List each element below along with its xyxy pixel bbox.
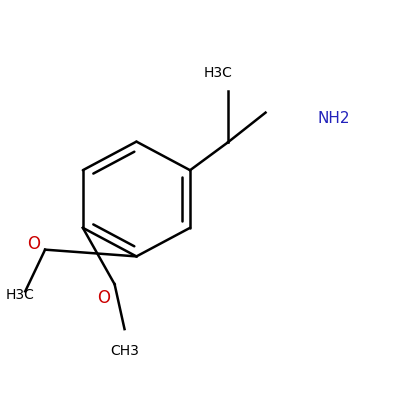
Text: NH2: NH2 (317, 111, 350, 126)
Text: CH3: CH3 (110, 344, 139, 358)
Text: H3C: H3C (204, 66, 232, 80)
Text: O: O (97, 289, 110, 307)
Text: O: O (28, 236, 40, 254)
Text: H3C: H3C (5, 288, 34, 302)
